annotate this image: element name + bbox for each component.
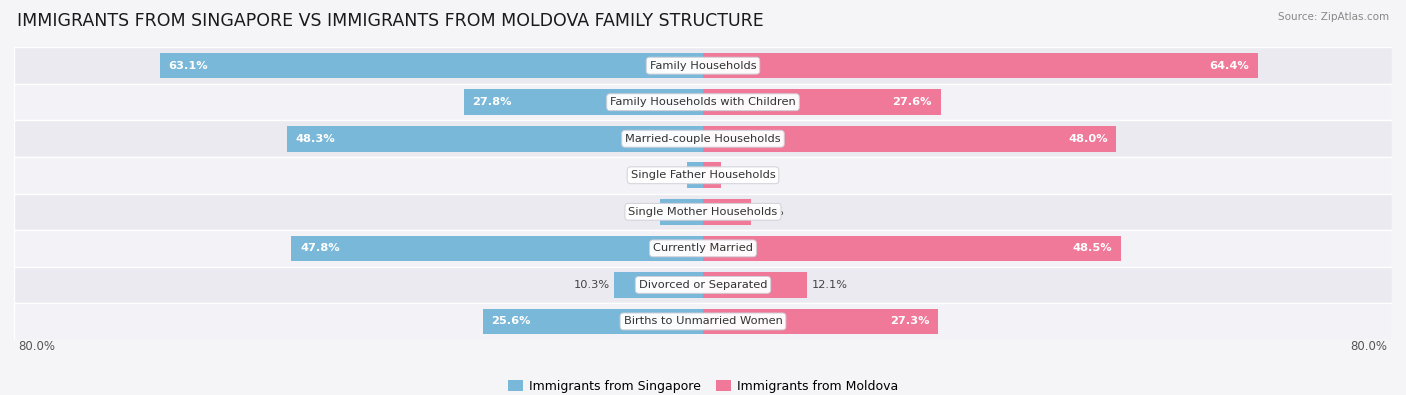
Bar [703, 53, 1257, 79]
Text: 48.3%: 48.3% [295, 134, 336, 144]
Text: 80.0%: 80.0% [1351, 340, 1388, 354]
Text: 80.0%: 80.0% [18, 340, 55, 354]
Bar [160, 53, 703, 79]
Text: Currently Married: Currently Married [652, 243, 754, 253]
Bar [703, 89, 941, 115]
Text: Family Households: Family Households [650, 61, 756, 71]
Bar [14, 303, 1392, 340]
Text: 63.1%: 63.1% [169, 61, 208, 71]
Bar [14, 194, 1392, 230]
Bar [14, 120, 1392, 157]
Bar [14, 157, 1392, 194]
Text: Single Mother Households: Single Mother Households [628, 207, 778, 217]
Bar [703, 162, 721, 188]
Text: 12.1%: 12.1% [811, 280, 848, 290]
Bar [659, 199, 703, 225]
Text: 2.1%: 2.1% [725, 170, 754, 180]
Text: Divorced or Separated: Divorced or Separated [638, 280, 768, 290]
Text: Source: ZipAtlas.com: Source: ZipAtlas.com [1278, 12, 1389, 22]
Text: 47.8%: 47.8% [299, 243, 340, 253]
Text: 5.6%: 5.6% [755, 207, 785, 217]
Text: 48.0%: 48.0% [1069, 134, 1108, 144]
Text: 48.5%: 48.5% [1073, 243, 1112, 253]
Text: 27.3%: 27.3% [890, 316, 929, 326]
Text: Married-couple Households: Married-couple Households [626, 134, 780, 144]
Text: 27.6%: 27.6% [893, 97, 932, 107]
Text: Single Father Households: Single Father Households [631, 170, 775, 180]
Text: 1.9%: 1.9% [654, 170, 682, 180]
Text: 64.4%: 64.4% [1209, 61, 1249, 71]
Bar [703, 235, 1121, 261]
Text: 25.6%: 25.6% [491, 316, 530, 326]
Bar [14, 267, 1392, 303]
Bar [14, 84, 1392, 120]
Legend: Immigrants from Singapore, Immigrants from Moldova: Immigrants from Singapore, Immigrants fr… [503, 375, 903, 395]
Bar [703, 199, 751, 225]
Bar [614, 272, 703, 298]
Bar [703, 126, 1116, 152]
Text: 27.8%: 27.8% [472, 97, 512, 107]
Bar [14, 47, 1392, 84]
Bar [482, 308, 703, 334]
Bar [686, 162, 703, 188]
Bar [291, 235, 703, 261]
Bar [703, 308, 938, 334]
Bar [287, 126, 703, 152]
Text: IMMIGRANTS FROM SINGAPORE VS IMMIGRANTS FROM MOLDOVA FAMILY STRUCTURE: IMMIGRANTS FROM SINGAPORE VS IMMIGRANTS … [17, 12, 763, 30]
Text: 5.0%: 5.0% [627, 207, 655, 217]
Text: Family Households with Children: Family Households with Children [610, 97, 796, 107]
Bar [464, 89, 703, 115]
Text: 10.3%: 10.3% [574, 280, 610, 290]
Bar [703, 272, 807, 298]
Text: Births to Unmarried Women: Births to Unmarried Women [624, 316, 782, 326]
Bar [14, 230, 1392, 267]
